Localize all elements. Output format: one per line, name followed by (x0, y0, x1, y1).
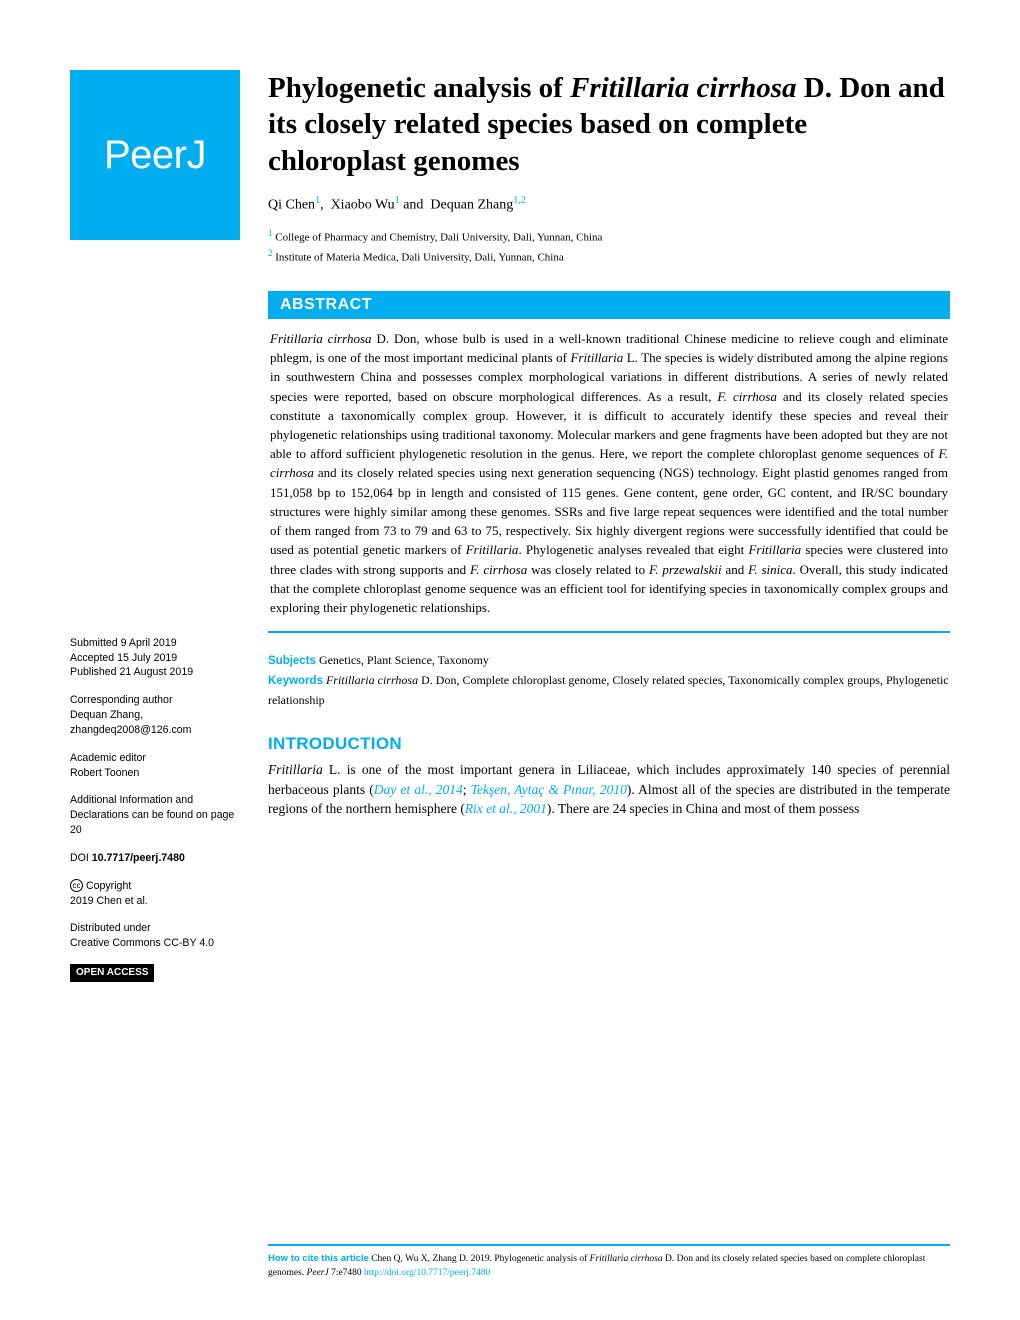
authors-line: Qi Chen1, Xiaobo Wu1 and Dequan Zhang1,2 (268, 195, 950, 214)
cite-text: Chen Q, Wu X, Zhang D. 2019. Phylogeneti… (369, 1254, 590, 1264)
corresponding-author-label: Corresponding author (70, 693, 240, 708)
author: Qi Chen (268, 197, 315, 212)
abstract-text: Fritillaria cirrhosa D. Don, whose bulb … (268, 319, 950, 634)
title-text: Phylogenetic analysis of (268, 72, 570, 104)
species-name: F. cirrhosa (717, 389, 776, 404)
affiliation-text: College of Pharmacy and Chemistry, Dali … (273, 232, 603, 244)
published-label: Published (70, 666, 117, 678)
introduction-heading: INTRODUCTION (268, 734, 950, 754)
genus-name: Fritillaria (748, 542, 801, 557)
academic-editor-name: Robert Toonen (70, 766, 240, 781)
cite-doi-link[interactable]: http://doi.org/10.7717/peerj.7480 (364, 1268, 490, 1278)
accepted-label: Accepted (70, 652, 114, 664)
citation-link[interactable]: Rix et al., 2001 (465, 801, 547, 816)
cite-label: How to cite this article (268, 1253, 369, 1264)
genus-name: Fritillaria (268, 762, 323, 777)
affiliations-block: 1 College of Pharmacy and Chemistry, Dal… (268, 227, 950, 266)
cc-icon: cc (70, 879, 83, 892)
introduction-text: Fritillaria L. is one of the most import… (268, 760, 950, 820)
cite-journal: PeerJ (307, 1268, 329, 1278)
abstract-heading: ABSTRACT (268, 291, 950, 319)
academic-editor-label: Academic editor (70, 751, 240, 766)
author-affiliation-sup: 1,2 (513, 195, 526, 206)
additional-info: Additional Information and Declarations … (70, 793, 240, 837)
citation-link[interactable]: Day et al., 2014 (374, 782, 463, 797)
genus-name: Fritillaria (570, 350, 623, 365)
keywords-line: Keywords Fritillaria cirrhosa D. Don, Co… (268, 671, 950, 709)
citation-footer: How to cite this article Chen Q, Wu X, Z… (268, 1244, 950, 1280)
affiliation-text: Institute of Materia Medica, Dali Univer… (273, 252, 564, 264)
submitted-date: 9 April 2019 (118, 637, 177, 649)
cite-species: Fritillaria cirrhosa (590, 1254, 663, 1264)
subjects-text: Genetics, Plant Science, Taxonomy (316, 653, 489, 667)
title-species: Fritillaria cirrhosa (570, 72, 796, 104)
abstract-run: . Phylogenetic analyses revealed that ei… (518, 542, 748, 557)
license-line2[interactable]: Creative Commons CC-BY 4.0 (70, 936, 240, 951)
species-name: F. sinica (748, 562, 792, 577)
genus-name: Fritillaria (466, 542, 519, 557)
subjects-label: Subjects (268, 655, 316, 667)
keywords-label: Keywords (268, 675, 323, 687)
journal-logo: PeerJ (70, 70, 240, 240)
keyword-species: Fritillaria cirrhosa (323, 673, 418, 687)
article-title: Phylogenetic analysis of Fritillaria cir… (268, 70, 950, 179)
doi-value[interactable]: 10.7717/peerj.7480 (89, 852, 185, 864)
species-name: Fritillaria cirrhosa (270, 331, 372, 346)
metadata-sidebar: Submitted 9 April 2019 Accepted 15 July … (70, 291, 240, 995)
corresponding-author-email[interactable]: zhangdeq2008@126.com (70, 723, 240, 738)
published-date: 21 August 2019 (117, 666, 194, 678)
author: Xiaobo Wu (331, 197, 395, 212)
species-name: F. cirrhosa (470, 562, 527, 577)
submitted-label: Submitted (70, 637, 118, 649)
subjects-line: Subjects Genetics, Plant Science, Taxono… (268, 651, 950, 671)
accepted-date: 15 July 2019 (114, 652, 177, 664)
open-access-badge: OPEN ACCESS (70, 964, 154, 982)
author-affiliation-sup: 1 (315, 195, 320, 206)
intro-run: ; (463, 782, 471, 797)
abstract-run: and (722, 562, 748, 577)
license-line1: Distributed under (70, 921, 240, 936)
citation-link[interactable]: Tekşen, Aytaç & Pınar, 2010 (471, 782, 627, 797)
copyright-text: 2019 Chen et al. (70, 894, 240, 909)
abstract-run: was closely related to (527, 562, 649, 577)
intro-run: ). There are 24 species in China and mos… (547, 801, 859, 816)
author-affiliation-sup: 1 (395, 195, 400, 206)
corresponding-author-name: Dequan Zhang, (70, 708, 240, 723)
cite-text: 7:e7480 (329, 1268, 364, 1278)
species-name: F. przewalskii (649, 562, 722, 577)
author: Dequan Zhang (430, 197, 513, 212)
copyright-label: Copyright (83, 880, 131, 892)
doi-label: DOI (70, 852, 89, 864)
